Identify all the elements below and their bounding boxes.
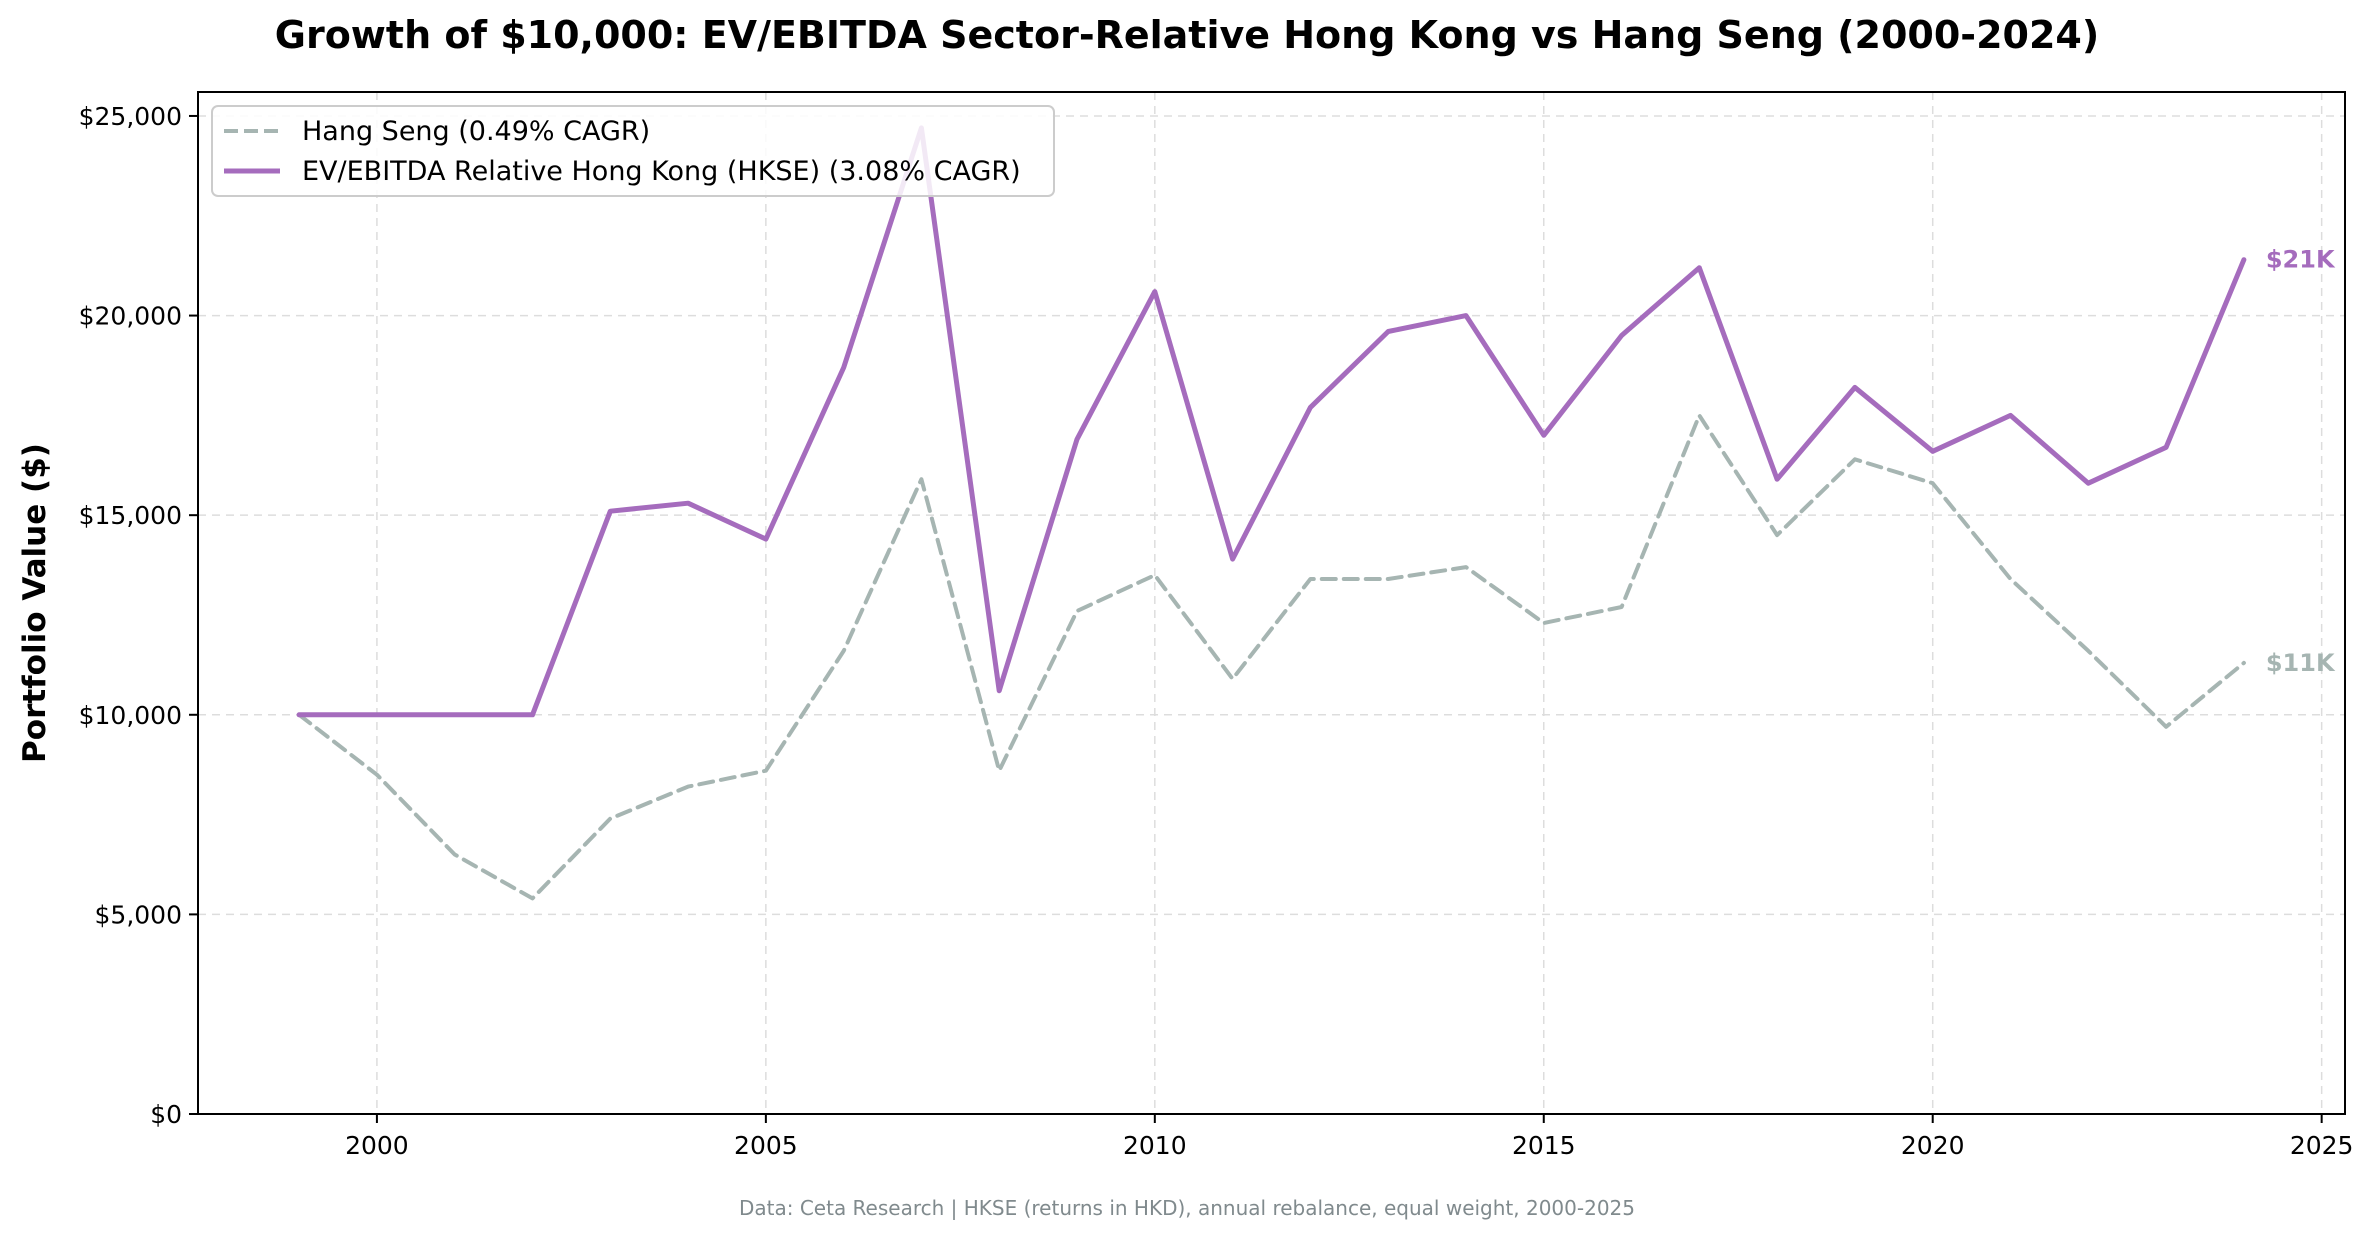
legend-label-ev-ebitda: EV/EBITDA Relative Hong Kong (HKSE) (3.0… <box>302 156 1021 187</box>
legend-box <box>211 105 1055 197</box>
end-labels: $11K $21K <box>2266 246 2336 677</box>
x-axis: 2000 2005 2010 2015 2020 2025 <box>345 1114 2353 1160</box>
end-label-hang-seng: $11K <box>2266 649 2336 677</box>
series-line-ev-ebitda <box>296 125 2247 718</box>
chart-title: Growth of $10,000: EV/EBITDA Sector-Rela… <box>275 13 2099 57</box>
y-tick-label: $10,000 <box>79 701 182 730</box>
x-tick-label: 2015 <box>1512 1131 1576 1160</box>
legend-label-hang-seng: Hang Seng (0.49% CAGR) <box>302 116 650 147</box>
source-note: Data: Ceta Research | HKSE (returns in H… <box>739 1196 1635 1220</box>
x-tick-label: 2000 <box>345 1131 409 1160</box>
x-tick-label: 2010 <box>1123 1131 1187 1160</box>
plot-area-frame <box>197 91 2346 1115</box>
x-tick-label: 2020 <box>1901 1131 1965 1160</box>
y-axis-label: Portfolio Value ($) <box>17 443 53 763</box>
series-line-hang-seng <box>297 413 2246 901</box>
y-axis: $0 $5,000 $10,000 $15,000 $20,000 $25,000 <box>79 102 198 1129</box>
end-label-ev-ebitda: $21K <box>2266 246 2336 274</box>
y-tick-label: $5,000 <box>95 900 182 929</box>
series-layer <box>296 125 2247 901</box>
y-tick-label: $15,000 <box>79 501 182 530</box>
y-tick-label: $20,000 <box>79 302 182 331</box>
y-tick-label: $0 <box>150 1100 182 1129</box>
x-tick-label: 2025 <box>2290 1131 2354 1160</box>
legend: Hang Seng (0.49% CAGR) EV/EBITDA Relativ… <box>211 105 1055 197</box>
y-tick-label: $25,000 <box>79 102 182 131</box>
x-tick-label: 2005 <box>734 1131 798 1160</box>
